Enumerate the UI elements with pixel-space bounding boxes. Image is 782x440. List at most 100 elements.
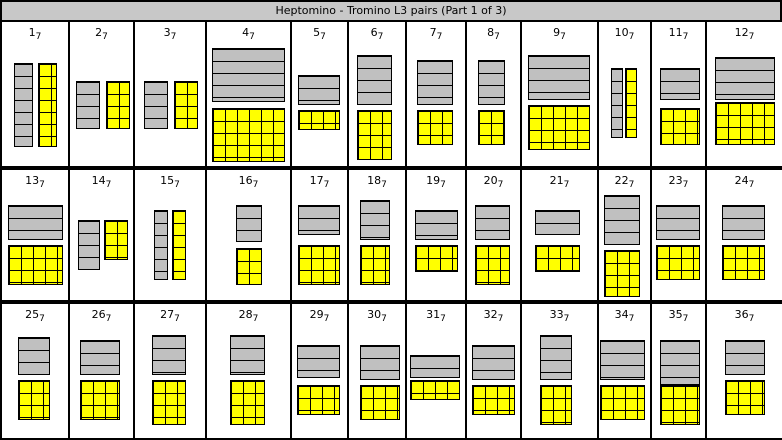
tromino-tiling — [660, 385, 700, 425]
pair-cell: 187 — [349, 170, 405, 300]
pair-cell: 347 — [599, 304, 650, 438]
cell-subscript: 7 — [628, 314, 635, 325]
heptomino-shape — [18, 337, 50, 375]
cell-number: 36 — [734, 308, 749, 321]
cell-subscript: 7 — [381, 180, 387, 191]
cell-label: 297 — [292, 308, 347, 324]
tromino-tiling — [172, 210, 186, 280]
cell-number: 26 — [91, 308, 106, 321]
cell-subscript: 7 — [682, 180, 689, 191]
cell-label: 287 — [207, 308, 290, 324]
cell-label: 177 — [292, 174, 347, 190]
cell-subscript: 7 — [174, 314, 180, 325]
cell-subscript: 7 — [323, 314, 330, 325]
tromino-tiling — [540, 385, 572, 425]
tromino-tiling — [604, 250, 640, 297]
cell-label: 267 — [70, 308, 133, 324]
cell-number: 1 — [28, 26, 36, 39]
tromino-tiling — [230, 380, 265, 425]
cell-label: 107 — [599, 26, 650, 42]
cell-label: 147 — [70, 174, 133, 190]
cell-label: 277 — [135, 308, 205, 324]
cell-number: 12 — [734, 26, 749, 39]
heptomino-shape — [297, 345, 340, 378]
cell-label: 227 — [599, 174, 650, 190]
tromino-tiling — [722, 245, 765, 280]
cell-label: 347 — [599, 308, 650, 324]
cell-subscript: 7 — [381, 314, 387, 325]
cell-subscript: 7 — [563, 314, 570, 325]
cell-subscript: 7 — [252, 180, 259, 191]
pair-cell: 167 — [207, 170, 290, 300]
cell-number: 3 — [163, 26, 171, 39]
cell-subscript: 7 — [39, 180, 45, 191]
pair-cell: 37 — [135, 22, 205, 166]
tromino-tiling — [357, 110, 392, 160]
pair-cell: 97 — [522, 22, 597, 166]
cell-number: 23 — [668, 174, 683, 187]
cell-number: 7 — [429, 26, 437, 39]
cell-number: 27 — [160, 308, 175, 321]
cell-label: 337 — [522, 308, 597, 324]
cell-subscript: 7 — [249, 32, 255, 43]
heptomino-shape — [660, 68, 700, 100]
cell-label: 27 — [70, 26, 133, 42]
tromino-tiling — [656, 245, 700, 280]
cell-number: 17 — [309, 174, 324, 187]
cell-subscript: 7 — [35, 32, 42, 43]
cell-number: 11 — [668, 26, 683, 39]
cell-label: 327 — [467, 308, 520, 324]
cell-subscript: 7 — [440, 180, 446, 191]
tromino-tiling — [8, 245, 63, 285]
pair-cell: 307 — [349, 304, 405, 438]
pair-cell: 77 — [407, 22, 465, 166]
cell-label: 357 — [652, 308, 705, 324]
cell-label: 367 — [707, 308, 782, 324]
cell-label: 97 — [522, 26, 597, 42]
tromino-tiling — [410, 380, 460, 400]
heptomino-shape — [298, 75, 340, 105]
cell-number: 14 — [91, 174, 106, 187]
cell-number: 9 — [553, 26, 561, 39]
tromino-tiling — [298, 110, 340, 130]
heptomino-shape — [725, 340, 765, 375]
cell-subscript: 7 — [748, 32, 755, 43]
pair-cell: 237 — [652, 170, 705, 300]
cell-number: 19 — [426, 174, 441, 187]
cell-label: 167 — [207, 174, 290, 190]
pair-cell: 227 — [599, 170, 650, 300]
tromino-tiling — [725, 380, 765, 415]
tromino-tiling — [236, 248, 262, 285]
pair-cell: 117 — [652, 22, 705, 166]
cell-label: 307 — [349, 308, 405, 324]
heptomino-shape — [80, 340, 120, 375]
pair-cell: 207 — [467, 170, 520, 300]
cell-number: 10 — [614, 26, 629, 39]
heptomino-shape — [212, 48, 285, 102]
pair-cell: 27 — [70, 22, 133, 166]
heptomino-shape — [78, 220, 100, 270]
heptomino-shape — [357, 55, 392, 105]
heptomino-shape — [528, 55, 590, 100]
cell-label: 257 — [2, 308, 68, 324]
cell-label: 77 — [407, 26, 465, 42]
pair-cell: 67 — [349, 22, 405, 166]
cell-number: 18 — [367, 174, 382, 187]
cell-subscript: 7 — [323, 180, 330, 191]
heptomino-shape — [535, 210, 580, 235]
pair-cell: 357 — [652, 304, 705, 438]
cell-number: 25 — [25, 308, 40, 321]
pair-cell: 317 — [407, 304, 465, 438]
pair-cell: 287 — [207, 304, 290, 438]
tromino-tiling — [417, 110, 453, 145]
heptomino-shape — [410, 355, 460, 378]
pair-cell: 327 — [467, 304, 520, 438]
tromino-tiling — [297, 385, 340, 415]
cell-subscript: 7 — [252, 314, 259, 325]
pair-cell: 217 — [522, 170, 597, 300]
heptomino-shape — [722, 205, 765, 240]
cell-number: 15 — [160, 174, 175, 187]
cell-subscript: 7 — [748, 314, 755, 325]
cell-number: 4 — [242, 26, 250, 39]
